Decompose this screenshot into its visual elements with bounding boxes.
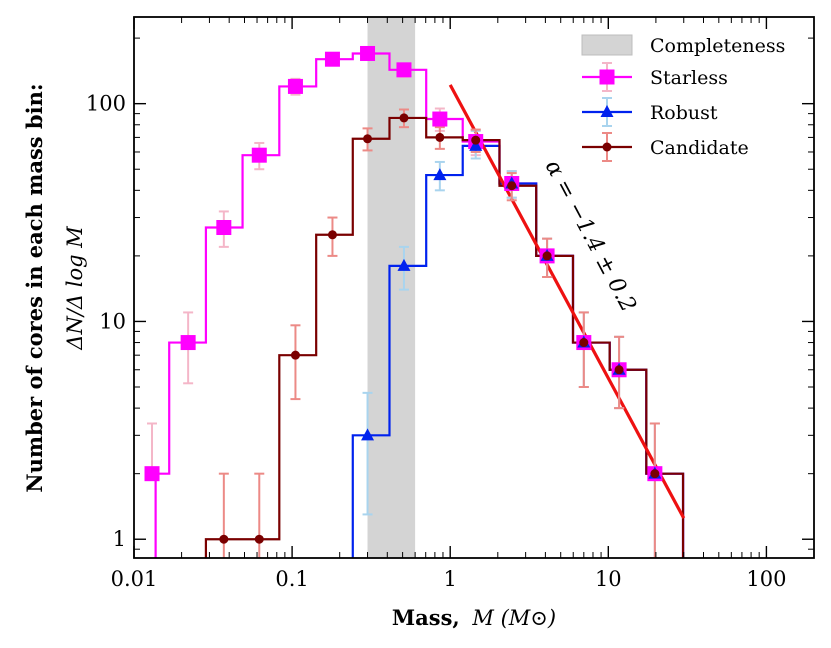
legend-completeness-swatch: [581, 34, 633, 56]
robust-marker: [361, 428, 375, 441]
y-axis-label: Number of cores in each mass bin: ΔN/Δ l…: [22, 83, 87, 492]
starless-marker: [360, 45, 376, 61]
slope-annotation: α = −1.4 ± 0.2: [540, 156, 641, 316]
candidate-marker: [614, 365, 624, 375]
svg-text:Mass, M (M⊙): Mass, M (M⊙): [392, 605, 556, 630]
robust-marker: [469, 138, 483, 151]
legend-starless-label: Starless: [650, 67, 728, 89]
completeness-band-layer: [367, 17, 416, 558]
x-tick-label: 100: [746, 567, 786, 591]
starless-marker: [287, 78, 303, 94]
plot-frame: [133, 16, 815, 559]
candidate-marker: [435, 132, 445, 142]
x-axis-label-bold: Mass,: [392, 605, 460, 630]
x-tick-label: 0.01: [111, 567, 158, 591]
x-axis-label-math: M (M⊙): [471, 606, 556, 630]
starless-step-line: [154, 52, 685, 558]
candidate-marker: [507, 181, 517, 191]
candidate-marker: [579, 338, 589, 348]
power-law-fit: [448, 84, 686, 519]
robust-marker: [433, 168, 447, 181]
candidate-marker: [327, 230, 337, 240]
legend-starless-marker: [599, 69, 615, 85]
legend-completeness-label: Completeness: [650, 35, 785, 57]
x-tick-label: 1: [444, 567, 457, 591]
axes: 0.01 0.1 1 10 100 1 10 100: [86, 16, 815, 591]
candidate-marker: [184, 600, 193, 609]
starless-marker: [251, 147, 267, 163]
data-markers: [144, 45, 663, 609]
legend-robust-marker: [600, 105, 614, 117]
x-axis-label: Mass, M (M⊙): [392, 605, 556, 630]
legend-robust-label: Robust: [650, 102, 718, 124]
robust-marker: [397, 258, 411, 271]
starless-marker: [144, 466, 160, 482]
candidate-marker: [219, 534, 229, 544]
candidate-marker: [399, 113, 409, 123]
candidate-marker: [254, 534, 264, 544]
starless-marker: [324, 51, 340, 67]
histogram-steps: [154, 52, 685, 558]
y-tick-label: 100: [86, 92, 126, 116]
candidate-marker: [363, 134, 373, 144]
y-tick-label: 10: [99, 309, 126, 333]
x-tick-label: 10: [595, 567, 622, 591]
legend: Completeness Starless Robust Candidate: [581, 34, 785, 162]
starless-marker: [432, 111, 448, 127]
completeness-band: [367, 17, 416, 558]
starless-marker: [180, 335, 196, 351]
y-axis-label-line1: Number of cores in each mass bin:: [22, 83, 47, 492]
starless-marker: [396, 62, 412, 78]
candidate-marker: [542, 251, 552, 261]
legend-candidate-label: Candidate: [650, 137, 749, 159]
y-axis-label-line2: ΔN/Δ log M: [63, 226, 87, 351]
candidate-marker: [650, 469, 660, 479]
x-tick-label: 0.1: [275, 567, 308, 591]
y-tick-label: 1: [113, 527, 126, 551]
candidate-marker: [471, 135, 481, 145]
candidate-marker: [290, 350, 300, 360]
candidate-step-line: [204, 116, 685, 558]
fit-line: [448, 84, 686, 519]
legend-candidate-marker: [602, 142, 612, 152]
starless-marker: [216, 220, 232, 236]
